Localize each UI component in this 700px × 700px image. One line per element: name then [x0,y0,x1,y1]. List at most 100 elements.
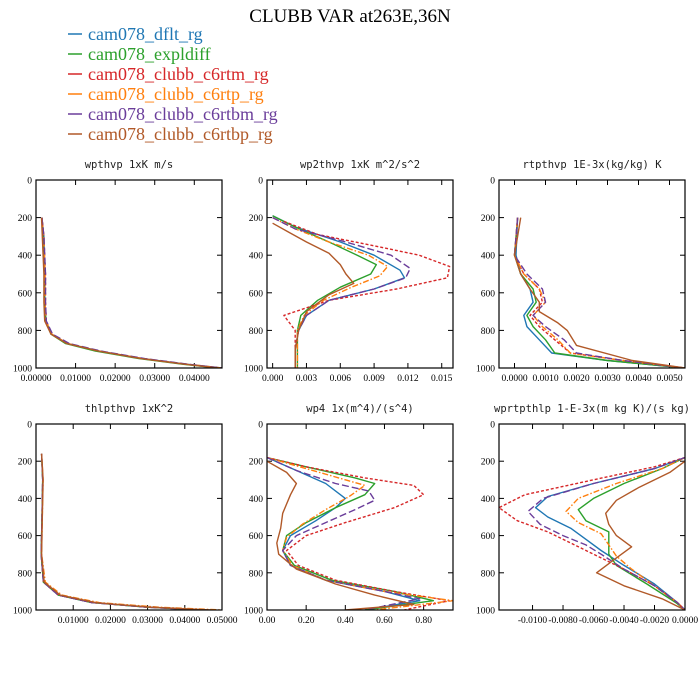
panel-series-5 [499,456,685,610]
ytick-label-1-0: 0 [258,177,263,187]
panel-frame-1 [266,179,454,369]
series-line-5-5 [595,460,685,610]
ytick-label-1-1: 200 [249,214,264,224]
series-line-1-5 [272,222,355,368]
series-line-2-1 [513,217,685,368]
xtick-label-3-0: 0.01000 [58,616,89,626]
ytick-label-0-3: 600 [18,289,33,299]
ytick-label-4-3: 600 [249,532,264,542]
ytick-label-3-5: 1000 [13,607,32,617]
series-line-2-3 [513,217,685,368]
series-line-3-4 [40,453,204,610]
series-line-4-5 [267,460,415,610]
panel-frame-0 [35,179,223,369]
series-line-0-4 [41,217,222,368]
panel-frame-2 [498,179,686,369]
ytick-label-5-5: 1000 [476,607,495,617]
ytick-label-0-1: 200 [18,214,33,224]
ytick-label-0-0: 0 [27,177,32,187]
xtick-label-3-2: 0.03000 [132,616,163,626]
ytick-label-3-0: 0 [27,421,32,431]
panel-series-3 [40,453,222,610]
ytick-label-1-4: 800 [249,327,264,337]
series-line-4-3 [267,456,453,610]
legend-label-5: cam078_clubb_c6rtbp_rg [88,124,273,144]
ytick-label-5-2: 400 [481,495,496,505]
xtick-label-0-3: 0.03000 [139,374,170,384]
xtick-label-2-5: 0.0050 [656,374,682,384]
legend: cam078_dflt_rgcam078_expldiffcam078_club… [68,24,278,144]
panel-title-0: wpthvp 1xK m/s [85,159,174,171]
panel-frame-3 [35,423,223,611]
xtick-label-4-2: 0.40 [337,616,354,626]
series-line-3-3 [40,453,222,610]
panel-5: wprtpthlp 1-E-3x(m kg K)/(s kg) 0 200 400 60… [476,403,698,626]
xtick-label-2-0: 0.0000 [501,374,527,384]
xtick-label-1-4: 0.012 [397,374,419,384]
series-line-2-5 [513,217,685,368]
xtick-label-1-5: 0.015 [431,374,453,384]
ytick-label-3-2: 400 [18,495,33,505]
xtick-label-0-0: 0.00000 [21,374,52,384]
series-line-0-2 [41,217,222,368]
xtick-label-0-1: 0.01000 [60,374,91,384]
xtick-label-5-3: -0.0040 [609,616,639,626]
legend-label-4: cam078_clubb_c6rtbm_rg [88,104,278,124]
series-line-3-5 [40,453,211,610]
panel-title-3: thlpthvp 1xK^2 [85,403,174,415]
xtick-label-5-5: 0.0000 [672,616,698,626]
panel-series-1 [272,215,451,368]
xtick-label-5-2: -0.0060 [579,616,609,626]
xtick-label-2-4: 0.0040 [625,374,651,384]
panel-series-2 [513,217,685,368]
series-line-1-4 [272,216,411,368]
panel-3: thlpthvp 1xK^2 0 200 400 600 800 1000 0.01000 0.… [13,403,238,626]
xtick-label-1-1: 0.003 [296,374,318,384]
ytick-label-5-3: 600 [481,532,496,542]
figure-title: CLUBB VAR at263E,36N [249,6,451,27]
ytick-label-5-1: 200 [481,458,496,468]
legend-label-3: cam078_clubb_c6rtp_rg [88,84,264,104]
series-line-2-4 [513,217,685,368]
series-line-3-0 [40,453,204,610]
panel-series-0 [40,217,222,368]
ytick-label-0-2: 400 [18,252,33,262]
ytick-label-0-5: 1000 [13,365,32,375]
ytick-label-3-4: 800 [18,569,33,579]
xtick-label-0-4: 0.04000 [179,374,210,384]
xtick-label-2-1: 0.0010 [532,374,558,384]
legend-label-1: cam078_expldiff [88,44,211,64]
series-line-2-2 [513,217,685,368]
ytick-label-2-4: 800 [481,327,496,337]
ytick-label-2-3: 600 [481,289,496,299]
panel-2: rtpthvp 1E-3x(kg/kg) K 0 200 400 600 800 1000 0… [476,159,686,384]
series-line-3-1 [40,453,204,610]
xtick-label-0-2: 0.02000 [100,374,131,384]
xtick-label-5-1: -0.0080 [548,616,578,626]
ytick-label-2-0: 0 [490,177,495,187]
ytick-label-1-5: 1000 [244,365,263,375]
ytick-label-5-4: 800 [481,569,496,579]
xtick-label-5-0: -0.0100 [518,616,548,626]
xtick-label-4-1: 0.20 [298,616,315,626]
series-line-0-1 [41,217,219,368]
ytick-label-5-0: 0 [490,421,495,431]
panel-title-2: rtpthvp 1E-3x(kg/kg) K [522,159,662,171]
xtick-label-2-2: 0.0020 [563,374,589,384]
ytick-label-0-4: 800 [18,327,33,337]
series-line-0-5 [40,217,219,368]
panel-frame-5 [498,423,686,611]
ytick-label-4-5: 1000 [244,607,263,617]
series-line-5-4 [527,456,685,610]
panel-title-4: wp4 1x(m^4)/(s^4) [306,403,413,415]
xtick-label-3-1: 0.02000 [95,616,126,626]
ytick-label-4-2: 400 [249,495,264,505]
series-line-0-3 [41,217,222,368]
xtick-label-4-3: 0.60 [376,616,393,626]
ytick-label-2-1: 200 [481,214,496,224]
series-line-5-1 [577,456,685,610]
series-line-0-0 [41,217,222,368]
xtick-label-1-2: 0.006 [330,374,352,384]
